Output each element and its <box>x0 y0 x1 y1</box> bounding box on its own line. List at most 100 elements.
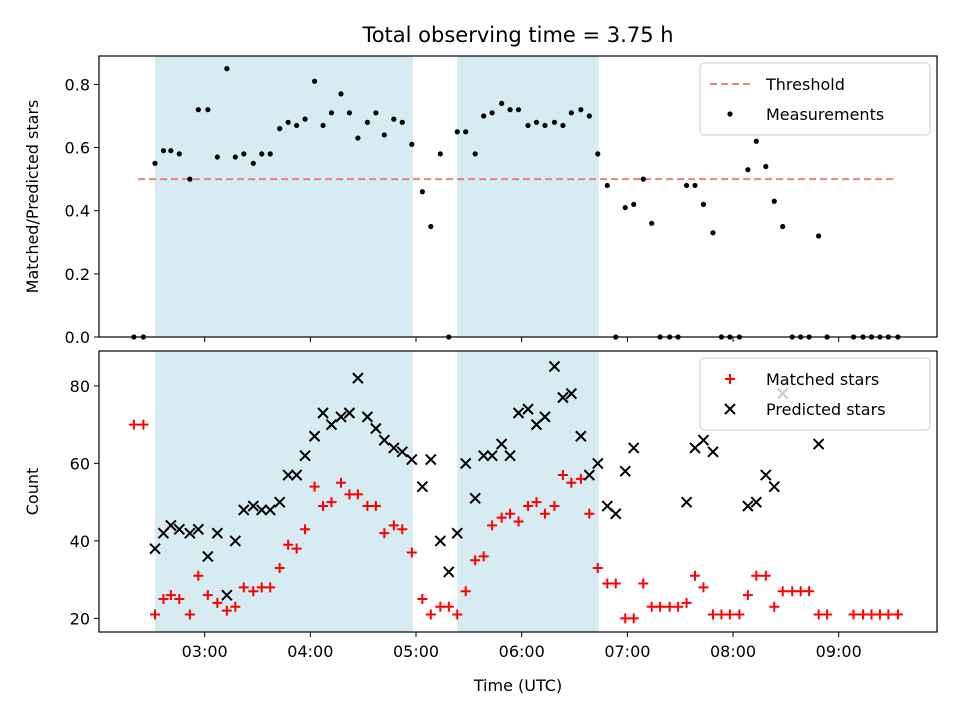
predicted-star-point <box>256 504 268 516</box>
legend-label: Threshold <box>765 75 845 94</box>
legend-box <box>699 62 931 136</box>
measurement-point <box>176 151 182 157</box>
predicted-star-point <box>378 434 391 446</box>
matched-star-point <box>212 597 223 608</box>
legend-x-swatch <box>724 403 736 415</box>
axes-frame <box>98 55 938 338</box>
matched-star-point <box>256 582 267 593</box>
measurement-point <box>168 148 174 154</box>
chart-title: Total observing time = 3.75 h <box>361 23 673 47</box>
measurement-point <box>285 119 291 125</box>
measurement-point <box>241 151 247 157</box>
measurement-point <box>481 113 487 119</box>
matched-star-point <box>610 578 621 589</box>
x-tick-label: 04:00 <box>287 642 333 661</box>
measurement-point <box>692 182 698 189</box>
measurement-point <box>816 233 822 239</box>
x-tick-label: 07:00 <box>604 642 650 661</box>
matched-star-point <box>858 609 869 620</box>
y-tick-label: 60 <box>70 454 90 473</box>
matched-star-point <box>487 520 498 531</box>
predicted-star-point <box>361 411 374 423</box>
legend-label: Matched stars <box>766 370 879 389</box>
matched-star-point <box>230 601 241 612</box>
shaded-intervals <box>155 56 599 337</box>
predicted-star-point <box>211 527 224 539</box>
measurement-point <box>391 116 397 122</box>
x-tick-label: 09:00 <box>816 642 862 661</box>
predicted-star-point <box>229 535 242 547</box>
legend-dot-swatch <box>727 111 733 117</box>
matched-star-point <box>309 481 320 492</box>
matched-star-point <box>362 501 373 512</box>
measurement-point <box>578 107 584 113</box>
measurement-point <box>604 182 610 189</box>
matched-star-point <box>417 594 428 605</box>
bottom-legend: Matched stars Predicted stars <box>699 357 931 431</box>
measurement-point <box>364 119 371 125</box>
matched-star-point <box>673 601 684 612</box>
matched-star-point <box>592 563 603 574</box>
matched-star-point <box>724 609 735 620</box>
shaded-interval <box>155 351 413 632</box>
legend-label: Measurements <box>766 105 884 124</box>
matched-star-point <box>655 601 666 612</box>
predicted-star-point <box>619 465 631 477</box>
matched-star-point <box>804 586 815 597</box>
measurement-point <box>294 122 300 129</box>
matched-star-point <box>848 609 859 620</box>
matched-star-point <box>557 470 568 481</box>
matched-star-point <box>549 501 560 512</box>
predicted-star-point <box>610 508 622 520</box>
predicted-star-point <box>149 542 161 555</box>
matched-star-point <box>318 501 329 512</box>
matched-star-point <box>628 613 639 624</box>
matched-star-point <box>523 501 534 512</box>
predicted-star-point <box>202 550 214 563</box>
matched-star-point <box>370 501 381 512</box>
matched-star-point <box>787 586 798 597</box>
top-axes: 0.0 0.2 0.4 0.6 0.8 <box>65 55 938 347</box>
count-points <box>128 360 903 624</box>
predicted-star-point <box>370 422 382 435</box>
bottom-axes: 20 40 60 80 03:00 04:00 05:00 06:00 07:00 08:00 09… <box>70 350 938 661</box>
predicted-star-point <box>165 519 177 532</box>
predicted-star-point <box>299 449 311 462</box>
predicted-star-point <box>335 411 347 423</box>
measurement-point <box>355 135 361 141</box>
bottom-panel-counts: 20 40 60 80 03:00 04:00 05:00 06:00 07:00 08:00 09… <box>23 350 938 695</box>
matched-star-point <box>202 590 213 601</box>
measurement-point <box>499 100 505 106</box>
predicted-star-point <box>575 430 587 442</box>
measurement-point <box>399 119 405 125</box>
measurement-point <box>551 119 558 125</box>
matched-star-point <box>813 609 824 620</box>
predicted-star-point <box>317 407 329 419</box>
axes-frame <box>98 350 938 633</box>
measurement-point <box>346 110 353 116</box>
y-tick-label: 20 <box>70 609 90 628</box>
matched-star-point <box>274 563 285 574</box>
measurement-point <box>214 154 220 160</box>
measurement-point <box>419 189 425 195</box>
measurement-point <box>525 122 531 129</box>
matched-star-point <box>638 578 649 589</box>
matched-star-point <box>566 477 577 488</box>
matched-star-point <box>128 419 139 430</box>
matched-star-point <box>150 609 161 620</box>
measurement-point <box>622 204 628 211</box>
matched-star-point <box>584 508 595 519</box>
predicted-star-point <box>425 453 437 466</box>
measurement-point <box>232 154 238 160</box>
matched-star-point <box>822 609 833 620</box>
matched-star-point <box>470 555 481 566</box>
y-tick-label: 40 <box>70 532 90 551</box>
matched-star-point <box>452 609 463 620</box>
shaded-interval <box>457 56 599 337</box>
predicted-star-point <box>565 387 578 400</box>
predicted-star-point <box>221 589 233 601</box>
matched-star-point <box>184 609 195 620</box>
matched-star-point <box>698 582 709 593</box>
x-tick-label: 05:00 <box>393 642 439 661</box>
x-tick-label: 06:00 <box>499 642 545 661</box>
